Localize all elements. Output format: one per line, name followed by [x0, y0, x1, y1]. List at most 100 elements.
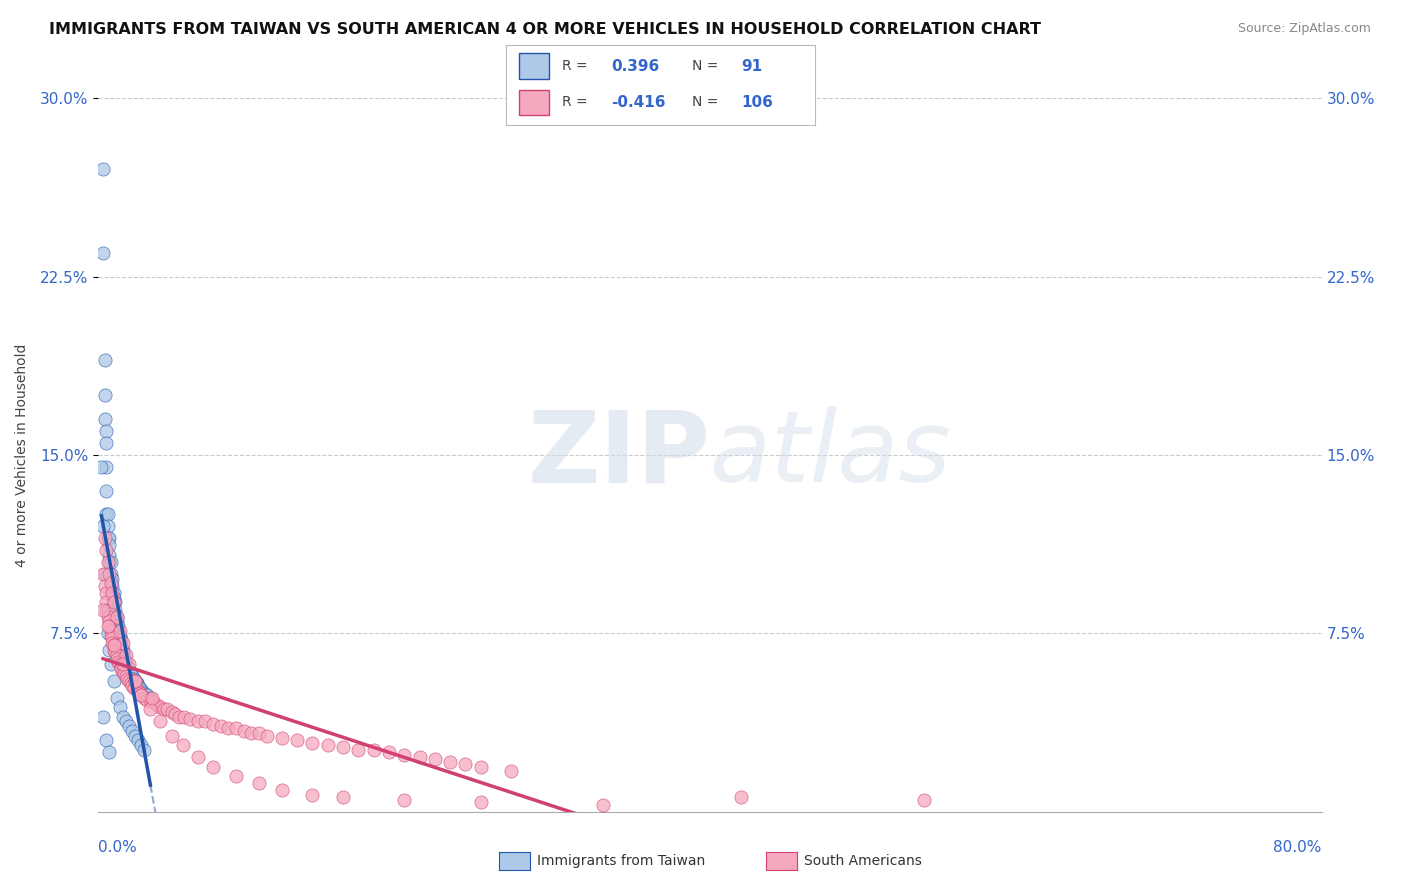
- Point: [134, 743, 156, 757]
- Point: [100, 624, 122, 638]
- Point: [132, 686, 155, 700]
- Point: [111, 709, 134, 723]
- Point: [94, 459, 117, 474]
- Point: [120, 676, 142, 690]
- Point: [118, 673, 141, 688]
- Point: [97, 531, 120, 545]
- Point: [100, 555, 122, 569]
- Point: [98, 531, 121, 545]
- Point: [103, 673, 125, 688]
- Point: [470, 795, 492, 809]
- Point: [347, 743, 370, 757]
- Point: [160, 705, 183, 719]
- Point: [121, 669, 143, 683]
- Point: [160, 729, 183, 743]
- Point: [94, 543, 117, 558]
- Point: [156, 702, 179, 716]
- Point: [129, 688, 152, 702]
- Point: [120, 666, 142, 681]
- Text: R =: R =: [562, 59, 588, 73]
- Point: [103, 638, 125, 652]
- Point: [285, 733, 308, 747]
- Point: [104, 602, 127, 616]
- Point: [97, 555, 120, 569]
- Point: [194, 714, 217, 729]
- Point: [363, 743, 385, 757]
- Text: R =: R =: [562, 95, 588, 110]
- Text: ZIP: ZIP: [527, 407, 710, 503]
- Point: [105, 609, 128, 624]
- Point: [105, 619, 128, 633]
- Point: [115, 655, 138, 669]
- Point: [111, 645, 134, 659]
- Text: atlas: atlas: [710, 407, 952, 503]
- Point: [247, 776, 270, 790]
- Point: [93, 579, 115, 593]
- Point: [124, 673, 146, 688]
- Point: [100, 566, 122, 581]
- Point: [100, 657, 122, 672]
- Point: [232, 723, 254, 738]
- Point: [135, 688, 157, 702]
- Point: [94, 424, 117, 438]
- Point: [122, 672, 145, 686]
- Point: [111, 636, 134, 650]
- FancyBboxPatch shape: [519, 54, 550, 79]
- Point: [94, 483, 117, 498]
- Point: [408, 750, 430, 764]
- Point: [730, 790, 752, 805]
- Point: [93, 388, 115, 402]
- Point: [149, 714, 172, 729]
- Point: [91, 709, 114, 723]
- Point: [121, 672, 143, 686]
- Point: [115, 714, 138, 729]
- Point: [110, 643, 132, 657]
- Point: [98, 619, 121, 633]
- Point: [103, 595, 125, 609]
- Point: [332, 740, 354, 755]
- Point: [163, 707, 186, 722]
- Point: [217, 722, 239, 736]
- Point: [100, 576, 122, 591]
- Point: [136, 688, 159, 702]
- Point: [98, 548, 121, 562]
- Point: [101, 586, 124, 600]
- Point: [115, 648, 138, 662]
- Point: [128, 681, 150, 695]
- Point: [117, 662, 139, 676]
- Point: [187, 714, 209, 729]
- Point: [173, 709, 195, 723]
- Point: [97, 519, 120, 533]
- Point: [118, 719, 141, 733]
- Point: [112, 650, 135, 665]
- Point: [592, 797, 614, 812]
- Point: [98, 643, 121, 657]
- Point: [470, 759, 492, 773]
- Point: [117, 672, 139, 686]
- Point: [97, 508, 120, 522]
- Text: 0.396: 0.396: [612, 59, 659, 74]
- Point: [202, 759, 225, 773]
- Point: [100, 629, 122, 643]
- Point: [225, 769, 247, 783]
- Point: [101, 579, 124, 593]
- Point: [93, 531, 115, 545]
- Point: [97, 609, 120, 624]
- Point: [111, 648, 134, 662]
- Point: [110, 662, 132, 676]
- Point: [112, 666, 135, 681]
- Point: [108, 631, 131, 645]
- Point: [94, 508, 117, 522]
- Point: [94, 586, 117, 600]
- Point: [103, 595, 125, 609]
- Point: [124, 673, 146, 688]
- Point: [98, 615, 121, 629]
- Text: N =: N =: [692, 59, 718, 73]
- Point: [94, 595, 117, 609]
- Point: [103, 643, 125, 657]
- Point: [125, 676, 148, 690]
- Point: [121, 679, 143, 693]
- Point: [110, 638, 132, 652]
- Point: [332, 790, 354, 805]
- Point: [107, 624, 129, 638]
